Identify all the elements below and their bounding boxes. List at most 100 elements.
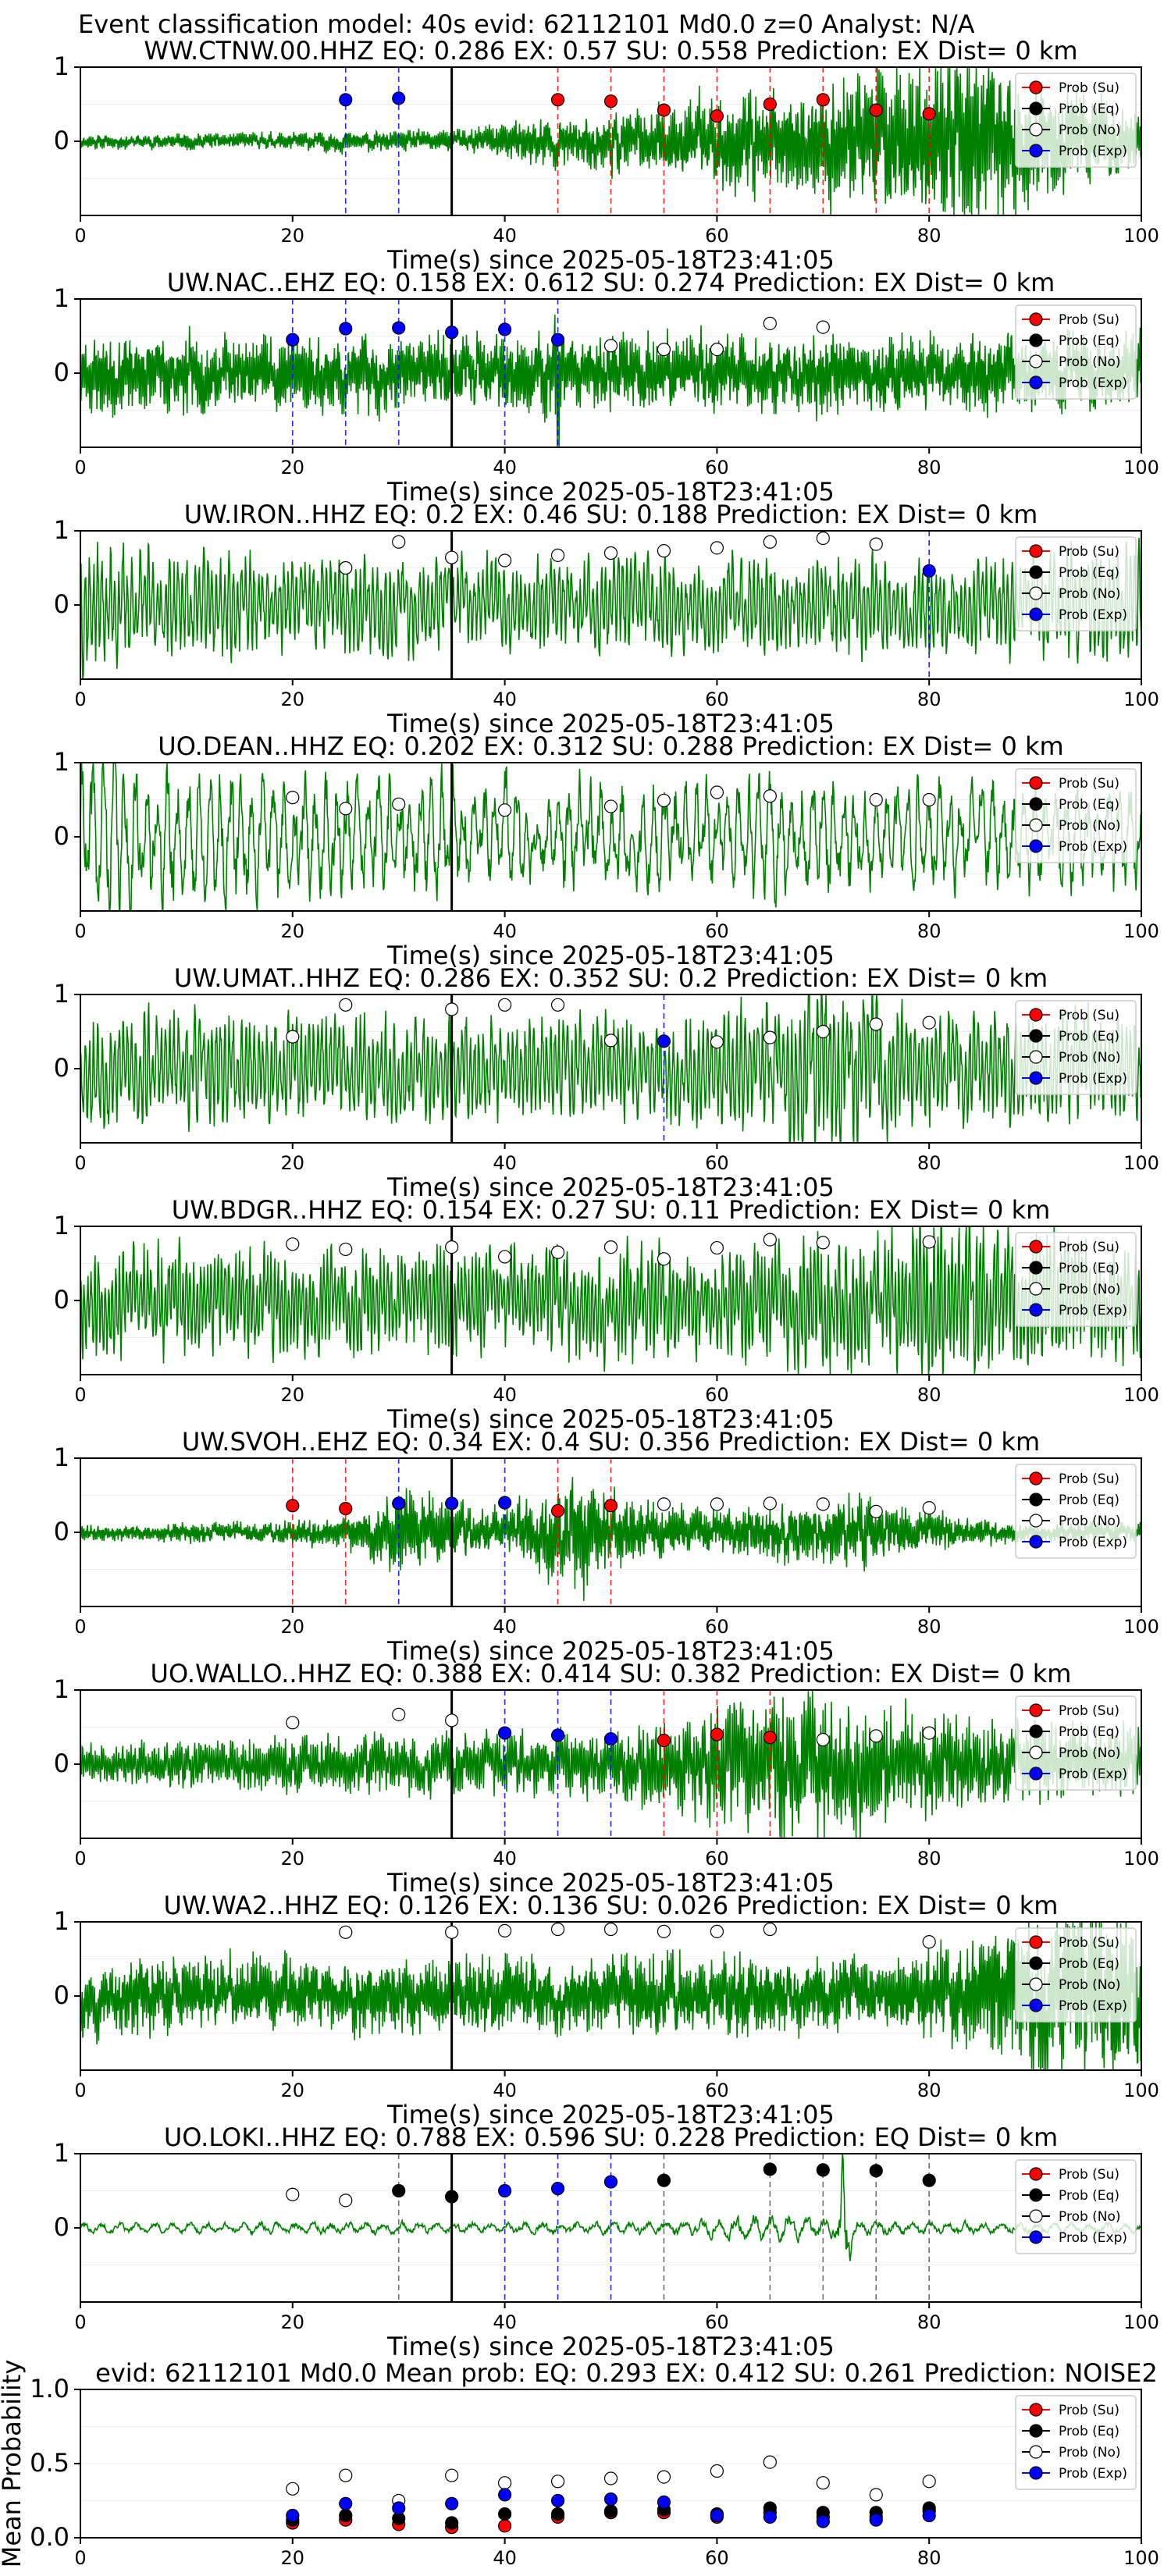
legend-label-eq: Prob (Eq): [1059, 333, 1119, 349]
prob-point-no: [922, 792, 936, 807]
panel-title: UO.WALLO..HHZ EQ: 0.388 EX: 0.414 SU: 0.…: [151, 1659, 1072, 1688]
legend-marker-no: [1029, 586, 1043, 600]
legend-marker-su: [1029, 312, 1043, 326]
prob-point-exp: [550, 333, 565, 347]
legend-box: [1015, 536, 1137, 632]
legend-label-exp: Prob (Exp): [1059, 375, 1127, 391]
prob-point-no: [603, 1240, 618, 1254]
prob-point-no: [603, 1034, 618, 1048]
legend-label-exp: Prob (Exp): [1059, 2230, 1127, 2246]
mean-point-exp: [710, 2508, 724, 2523]
prob-point-exp: [603, 2175, 618, 2189]
x-tick-label: 100: [1123, 457, 1159, 479]
legend-box: [1015, 2159, 1137, 2254]
x-axis-label: Time(s) since 2025-05-18T23:41:05: [386, 1868, 835, 1898]
x-tick-label: 60: [705, 2547, 729, 2569]
mean-point-eq: [445, 2516, 459, 2530]
prob-point-su: [763, 1731, 777, 1745]
figure-suptitle: Event classification model: 40s evid: 62…: [78, 9, 975, 39]
legend-label-no: Prob (No): [1059, 1282, 1121, 1297]
prob-point-exp: [445, 326, 459, 340]
y-tick-label: 1: [54, 747, 69, 777]
legend-label-su: Prob (Su): [1059, 1240, 1119, 1255]
legend-label-su: Prob (Su): [1059, 544, 1119, 560]
prob-point-no: [497, 998, 512, 1012]
legend-marker-exp: [1029, 1071, 1043, 1085]
mean-point-eq: [603, 2504, 618, 2518]
legend-marker-su: [1029, 80, 1043, 94]
y-tick-label: 0: [54, 1285, 69, 1315]
mean-point-no: [710, 2464, 724, 2478]
prob-point-exp: [497, 1726, 512, 1740]
mean-point-no: [603, 2471, 618, 2485]
prob-point-no: [603, 546, 618, 560]
prob-point-no: [816, 1733, 830, 1747]
prob-point-no: [869, 537, 883, 551]
y-tick-label: 1: [54, 52, 69, 81]
legend-box: [1015, 768, 1137, 863]
legend-label-exp: Prob (Exp): [1059, 1303, 1127, 1318]
x-tick-label: 60: [705, 920, 729, 942]
x-tick-label: 100: [1123, 1616, 1159, 1638]
prob-point-no: [286, 791, 300, 805]
mean-point-no: [816, 2476, 830, 2490]
prob-point-su: [550, 93, 565, 107]
x-tick-label: 20: [281, 688, 305, 710]
prob-point-eq: [869, 2164, 883, 2178]
prob-point-no: [657, 544, 671, 558]
prob-point-exp: [286, 333, 300, 347]
prob-point-no: [657, 793, 671, 808]
prob-point-no: [339, 2194, 353, 2208]
legend-marker-no: [1029, 1745, 1043, 1759]
legend-label-no: Prob (No): [1059, 586, 1121, 602]
x-tick-label: 60: [705, 2311, 729, 2333]
legend-marker-exp: [1029, 607, 1043, 621]
prob-point-no: [339, 1242, 353, 1257]
x-axis-label: Time(s) since 2025-05-18T23:41:05: [386, 1636, 835, 1666]
x-tick-label: 80: [917, 1152, 941, 1174]
prob-point-no: [710, 785, 724, 799]
x-tick-label: 60: [705, 2080, 729, 2101]
prob-point-no: [763, 1233, 777, 1247]
prob-point-no: [922, 1235, 936, 1249]
mean-point-no: [286, 2482, 300, 2496]
legend-marker-eq: [1029, 101, 1043, 116]
x-tick-label: 20: [281, 1848, 305, 1870]
legend-marker-eq: [1029, 1261, 1043, 1275]
x-tick-label: 20: [281, 2547, 305, 2569]
prob-point-no: [445, 1925, 459, 1939]
legend-marker-exp: [1029, 1535, 1043, 1549]
prob-point-eq: [922, 2173, 936, 2187]
legend-marker-exp: [1029, 1767, 1043, 1781]
x-axis-label: Time(s) since 2025-05-18T23:41:05: [386, 2332, 835, 2361]
legend-label-no: Prob (No): [1059, 1050, 1121, 1066]
panel-5: UW.UMAT..HHZ EQ: 0.286 EX: 0.352 SU: 0.2…: [54, 963, 1159, 1202]
prob-point-no: [710, 1497, 724, 1511]
prob-point-no: [603, 1922, 618, 1937]
prob-point-no: [922, 1016, 936, 1030]
x-tick-label: 0: [74, 225, 86, 247]
mean-point-exp: [445, 2496, 459, 2510]
legend-marker-exp: [1029, 375, 1043, 390]
prob-point-su: [869, 103, 883, 117]
panel-4: UO.DEAN..HHZ EQ: 0.202 EX: 0.312 SU: 0.2…: [54, 731, 1159, 970]
panel-title: UW.SVOH..EHZ EQ: 0.34 EX: 0.4 SU: 0.356 …: [182, 1427, 1040, 1457]
x-tick-label: 100: [1123, 688, 1159, 710]
y-tick-label: 0: [54, 126, 69, 155]
x-tick-label: 100: [1123, 1152, 1159, 1174]
legend-label-eq: Prob (Eq): [1059, 2424, 1119, 2439]
legend-marker-exp: [1029, 2466, 1043, 2480]
y-tick-label: 1: [54, 979, 69, 1009]
prob-point-no: [657, 343, 671, 357]
x-tick-label: 100: [1123, 225, 1159, 247]
prob-point-no: [710, 1240, 724, 1255]
prob-point-exp: [497, 1496, 512, 1510]
legend-box: [1015, 1464, 1137, 1559]
y-tick-label: 1: [54, 283, 69, 313]
panel-title: UW.NAC..EHZ EQ: 0.158 EX: 0.612 SU: 0.27…: [167, 268, 1055, 297]
y-tick-label: 1: [54, 1906, 69, 1936]
panel-mean-probability: evid: 62112101 Md0.0 Mean prob: EQ: 0.29…: [0, 2358, 1159, 2569]
x-tick-label: 80: [917, 688, 941, 710]
waveform-trace: [80, 1921, 1142, 2071]
prob-point-eq: [392, 2183, 406, 2198]
